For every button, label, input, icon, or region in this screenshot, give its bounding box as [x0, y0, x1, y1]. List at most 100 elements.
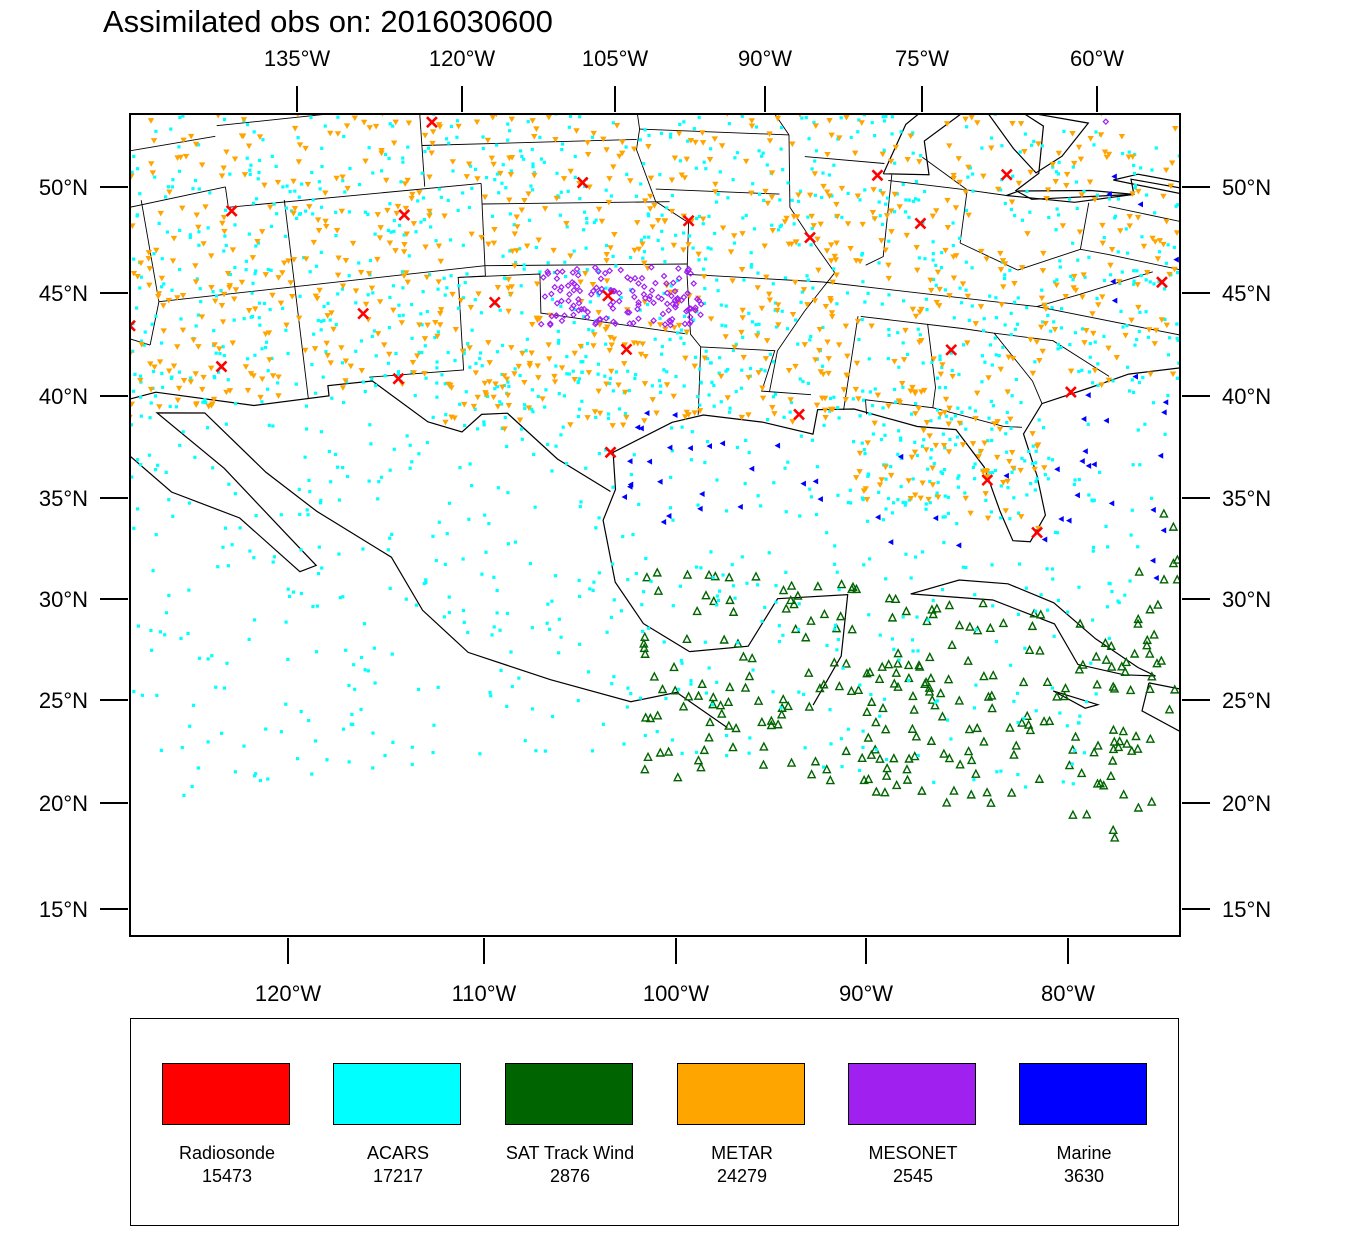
acars-marker	[1188, 207, 1191, 210]
metar-marker	[1018, 94, 1024, 100]
acars-marker	[1002, 276, 1007, 281]
metar-marker	[783, 215, 790, 222]
acars-marker	[70, 86, 73, 89]
acars-marker	[1130, 508, 1134, 512]
metar-marker	[763, 274, 770, 281]
acars-marker	[28, 409, 31, 412]
metar-marker	[291, 125, 299, 132]
acars-marker	[434, 239, 438, 243]
acars-marker	[189, 376, 193, 380]
acars-marker	[745, 581, 749, 585]
acars-marker	[271, 560, 275, 564]
acars-marker	[136, 167, 140, 171]
acars-marker	[482, 423, 486, 427]
acars-marker	[254, 197, 259, 201]
acars-marker	[1066, 610, 1070, 614]
acars-marker	[926, 467, 930, 471]
acars-marker	[1139, 166, 1143, 170]
metar-marker	[101, 155, 107, 161]
acars-marker	[707, 214, 711, 218]
acars-marker	[383, 753, 387, 758]
acars-marker	[950, 368, 954, 373]
acars-marker	[863, 300, 867, 304]
acars-marker	[362, 25, 365, 28]
acars-marker	[1056, 347, 1060, 351]
acars-marker	[573, 307, 577, 312]
acars-marker	[320, 566, 324, 570]
acars-marker	[840, 765, 844, 769]
acars-marker	[495, 588, 499, 593]
acars-marker	[763, 369, 767, 373]
metar-marker	[1080, 272, 1087, 278]
acars-marker	[582, 210, 587, 214]
acars-marker	[347, 274, 351, 278]
metar-marker	[358, 367, 365, 374]
metar-marker	[220, 291, 228, 298]
metar-marker	[377, 225, 384, 231]
metar-marker	[403, 83, 409, 89]
acars-marker	[878, 633, 882, 637]
metar-marker	[475, 291, 482, 297]
acars-marker	[896, 498, 900, 502]
metar-marker	[315, 227, 323, 234]
acars-marker	[132, 154, 136, 159]
metar-marker	[466, 345, 473, 351]
metar-marker	[0, 318, 3, 324]
state-border	[130, 186, 226, 208]
acars-marker	[506, 380, 510, 384]
metar-marker	[541, 206, 549, 212]
metar-marker	[490, 394, 497, 401]
acars-marker	[1008, 268, 1012, 272]
acars-marker	[1056, 342, 1061, 347]
acars-marker	[680, 425, 684, 429]
acars-marker	[1030, 461, 1035, 466]
acars-marker	[338, 595, 343, 600]
acars-marker	[994, 316, 999, 320]
acars-marker	[828, 708, 832, 712]
acars-marker	[87, 146, 90, 149]
sat-wind-marker	[1263, 572, 1270, 579]
acars-marker	[661, 247, 665, 251]
acars-marker	[929, 448, 934, 452]
sat-wind-marker	[673, 772, 683, 782]
sat-wind-marker	[983, 691, 994, 701]
acars-marker	[524, 349, 528, 353]
acars-marker	[542, 160, 546, 164]
acars-marker	[1033, 360, 1037, 364]
acars-marker	[89, 489, 92, 492]
metar-marker	[1160, 193, 1167, 200]
metar-marker	[400, 249, 408, 255]
acars-marker	[754, 125, 759, 129]
metar-marker	[903, 232, 911, 239]
sat-wind-marker	[1025, 724, 1036, 735]
acars-marker	[270, 154, 274, 159]
metar-marker	[322, 218, 329, 225]
metar-marker	[908, 454, 916, 461]
acars-marker	[1135, 337, 1139, 342]
sat-wind-marker	[1027, 620, 1038, 631]
metar-marker	[706, 72, 712, 78]
acars-marker	[935, 408, 940, 412]
metar-marker	[1277, 415, 1283, 421]
acars-marker	[1076, 721, 1081, 725]
sat-wind-marker	[1024, 644, 1035, 654]
acars-marker	[887, 293, 891, 297]
metar-marker	[302, 256, 310, 262]
acars-marker	[533, 505, 537, 509]
acars-marker	[891, 501, 896, 505]
acars-marker	[310, 362, 314, 367]
acars-marker	[821, 765, 826, 769]
acars-marker	[748, 366, 753, 371]
metar-marker	[327, 130, 334, 137]
acars-marker	[951, 221, 955, 225]
acars-marker	[354, 349, 358, 353]
acars-marker	[1071, 278, 1075, 282]
acars-marker	[925, 308, 929, 312]
metar-marker	[582, 271, 589, 277]
sat-wind-marker	[715, 700, 726, 710]
metar-marker	[611, 231, 618, 238]
acars-marker	[1073, 478, 1077, 482]
metar-marker	[337, 56, 343, 62]
acars-marker	[368, 423, 372, 427]
sat-wind-marker	[708, 692, 719, 702]
